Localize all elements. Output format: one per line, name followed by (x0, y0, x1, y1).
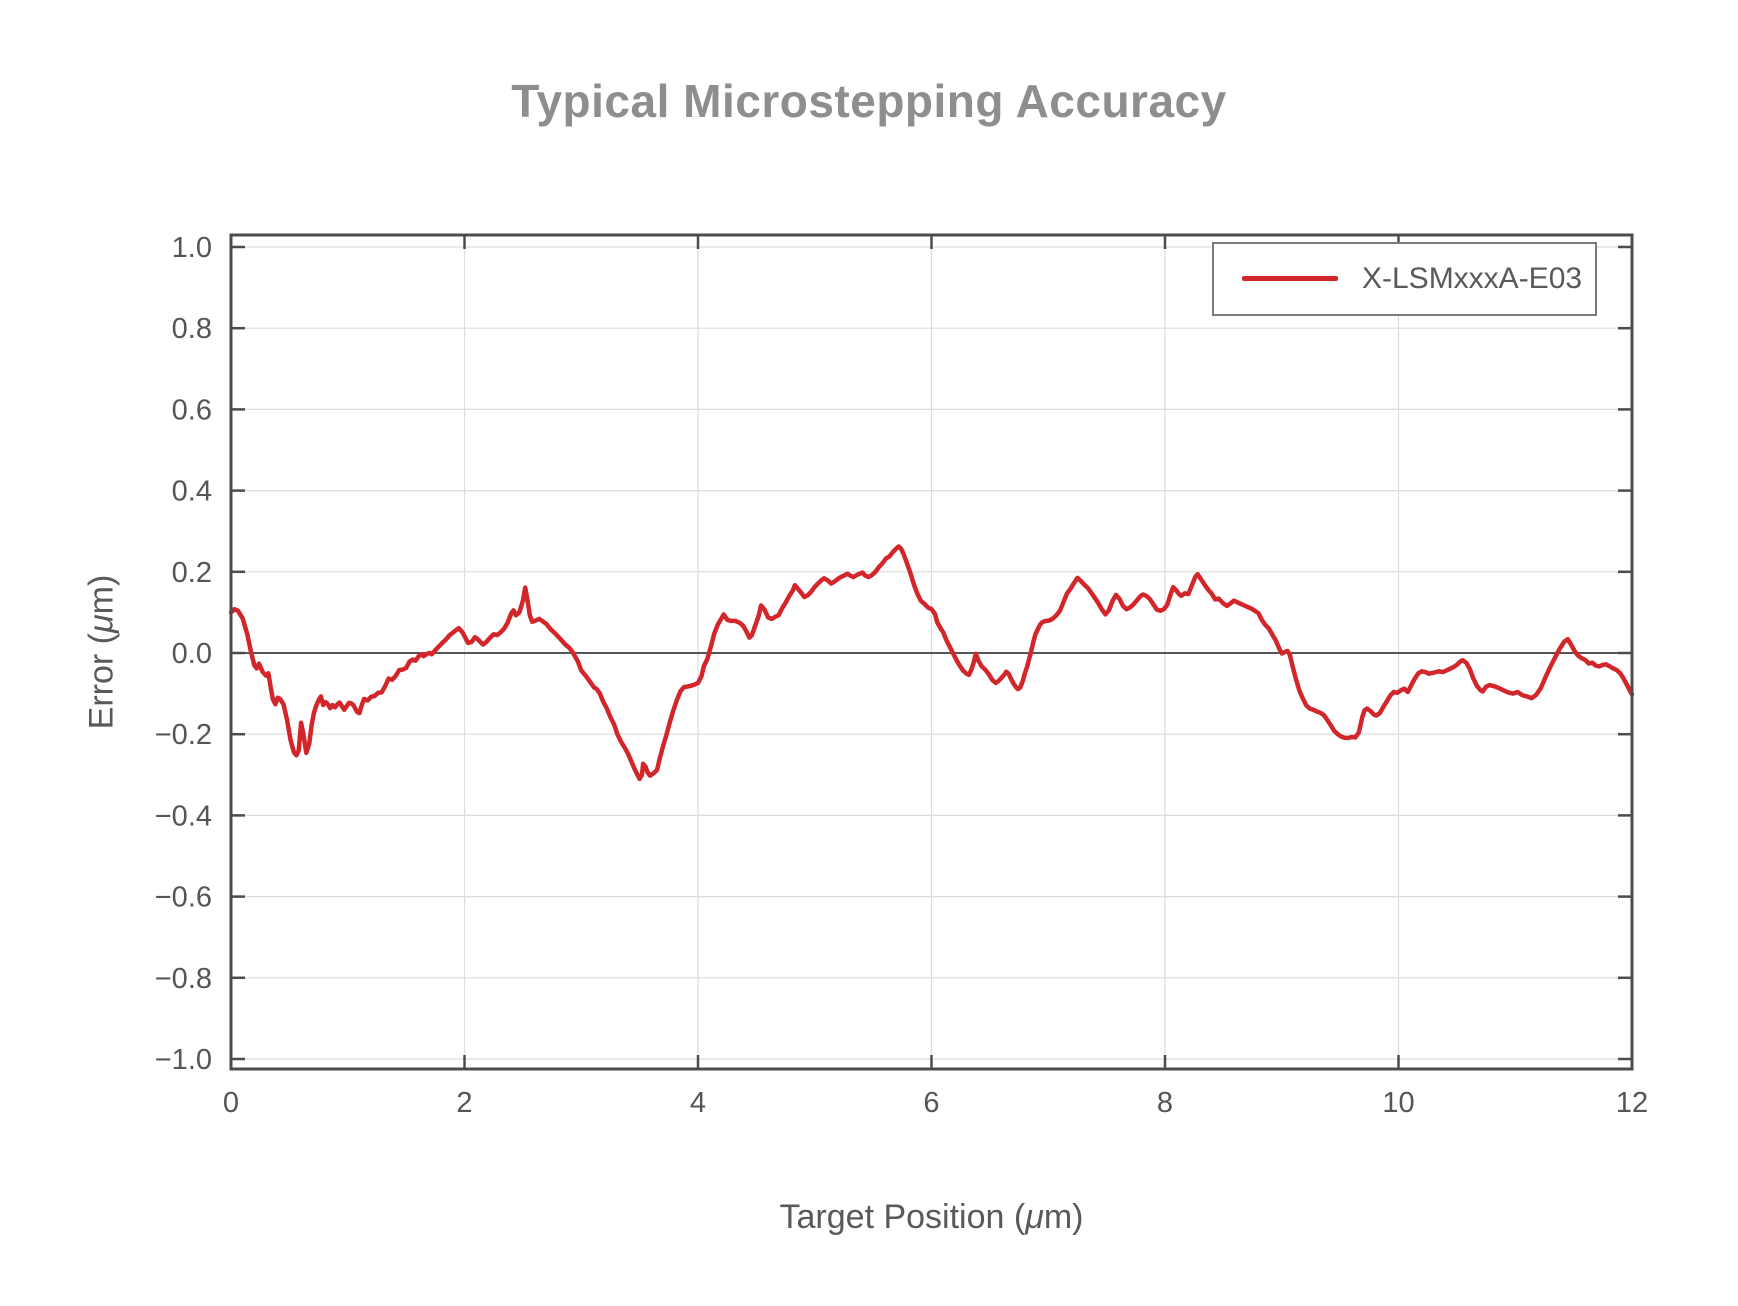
y-tick-label: 0.6 (172, 394, 212, 426)
y-tick-label: 0.4 (172, 476, 212, 508)
x-tick-label: 0 (223, 1087, 239, 1119)
y-axis-label: Error (μm) (83, 575, 122, 730)
y-tick-label: 0.0 (172, 638, 212, 670)
mu-symbol: μ (1025, 1198, 1044, 1236)
x-tick-label: 12 (1616, 1087, 1648, 1119)
series-line (228, 544, 1635, 782)
x-tick-label: 2 (456, 1087, 472, 1119)
y-tick-label: −0.4 (155, 800, 212, 832)
legend-line-swatch (1242, 276, 1338, 281)
x-axis-label-pre: Target Position ( (779, 1198, 1026, 1236)
mu-symbol: μ (82, 614, 121, 633)
x-tick-label: 8 (1157, 1087, 1173, 1119)
x-tick-label: 10 (1382, 1087, 1414, 1119)
x-axis-label-post: m) (1043, 1198, 1084, 1236)
x-tick-label: 4 (690, 1087, 706, 1119)
y-axis-label-pre: Error ( (82, 632, 121, 730)
y-tick-label: 0.8 (172, 313, 212, 345)
y-tick-label: −0.2 (155, 719, 212, 751)
y-tick-label: 1.0 (172, 232, 212, 264)
y-tick-label: −0.6 (155, 882, 212, 914)
y-axis-label-post: m) (82, 574, 121, 615)
x-tick-label: 6 (923, 1087, 939, 1119)
x-axis-label: Target Position (μm) (231, 1198, 1632, 1237)
legend-label: X-LSMxxxA-E03 (1362, 262, 1583, 295)
chart-title: Typical Microstepping Accuracy (511, 75, 1227, 127)
y-tick-label: −1.0 (155, 1044, 212, 1076)
y-tick-label: −0.8 (155, 963, 212, 995)
y-tick-label: 0.2 (172, 557, 212, 589)
legend-box: X-LSMxxxA-E03 (1212, 242, 1597, 316)
